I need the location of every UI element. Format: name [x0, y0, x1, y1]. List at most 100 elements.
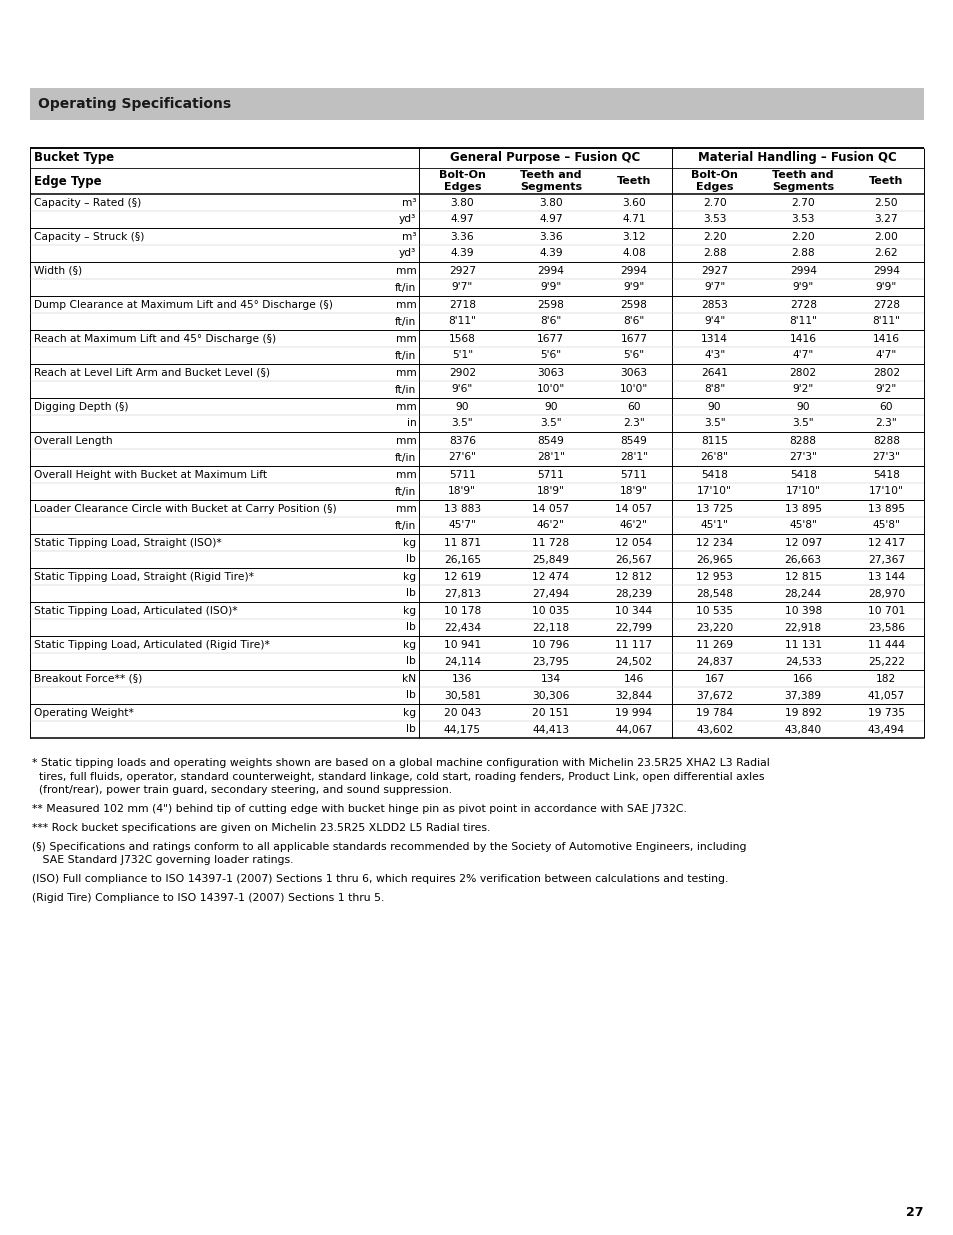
Text: 12 234: 12 234: [696, 537, 733, 547]
Text: 10 941: 10 941: [443, 640, 480, 650]
Text: 26,567: 26,567: [615, 555, 652, 564]
Text: 2.62: 2.62: [874, 248, 897, 258]
Text: 18'9": 18'9": [619, 487, 647, 496]
Text: 13 144: 13 144: [867, 572, 904, 582]
Text: 1568: 1568: [449, 333, 476, 343]
Text: 3.5": 3.5": [792, 419, 813, 429]
Text: 5711: 5711: [619, 469, 647, 479]
Text: 3.53: 3.53: [791, 215, 814, 225]
Text: mm: mm: [395, 300, 416, 310]
Text: 1416: 1416: [789, 333, 816, 343]
Text: 10'0": 10'0": [619, 384, 647, 394]
Text: 45'1": 45'1": [700, 520, 728, 531]
Text: 8549: 8549: [537, 436, 563, 446]
Text: ft/in: ft/in: [395, 351, 416, 361]
Text: 44,175: 44,175: [443, 725, 480, 735]
Text: 37,389: 37,389: [783, 690, 821, 700]
Text: 27: 27: [905, 1207, 923, 1219]
Text: Breakout Force** (§): Breakout Force** (§): [34, 673, 142, 683]
Text: mm: mm: [395, 401, 416, 411]
Text: 2.70: 2.70: [702, 198, 726, 207]
Text: 27,813: 27,813: [443, 589, 480, 599]
Text: 23,586: 23,586: [867, 622, 903, 632]
Text: lb: lb: [406, 622, 416, 632]
Text: 60: 60: [626, 401, 640, 411]
Text: 60: 60: [879, 401, 892, 411]
Text: 4'7": 4'7": [792, 351, 813, 361]
Text: 4.97: 4.97: [538, 215, 562, 225]
Text: 10'0": 10'0": [537, 384, 564, 394]
Text: mm: mm: [395, 436, 416, 446]
Text: mm: mm: [395, 469, 416, 479]
Text: 2994: 2994: [537, 266, 564, 275]
Text: 12 097: 12 097: [783, 537, 821, 547]
Text: lb: lb: [406, 657, 416, 667]
Text: lb: lb: [406, 589, 416, 599]
Text: 5418: 5418: [872, 469, 899, 479]
Text: 3063: 3063: [537, 368, 564, 378]
Text: * Static tipping loads and operating weights shown are based on a global machine: * Static tipping loads and operating wei…: [32, 758, 769, 768]
Text: mm: mm: [395, 266, 416, 275]
Text: 17'10": 17'10": [697, 487, 731, 496]
Text: 12 417: 12 417: [867, 537, 904, 547]
Text: 11 131: 11 131: [783, 640, 821, 650]
Text: 8376: 8376: [448, 436, 476, 446]
Text: 22,918: 22,918: [783, 622, 821, 632]
Text: Static Tipping Load, Straight (Rigid Tire)*: Static Tipping Load, Straight (Rigid Tir…: [34, 572, 253, 582]
Text: 90: 90: [543, 401, 558, 411]
Text: Bucket Type: Bucket Type: [34, 152, 114, 164]
Text: 27'3": 27'3": [871, 452, 900, 462]
Text: lb: lb: [406, 725, 416, 735]
Text: 2927: 2927: [700, 266, 727, 275]
Text: 43,840: 43,840: [783, 725, 821, 735]
Text: Teeth: Teeth: [617, 177, 651, 186]
Text: 27'3": 27'3": [788, 452, 817, 462]
Text: kg: kg: [403, 572, 416, 582]
Text: 4.97: 4.97: [450, 215, 474, 225]
Text: 8'6": 8'6": [539, 316, 561, 326]
Text: 3.12: 3.12: [621, 231, 645, 242]
Text: Static Tipping Load, Articulated (ISO)*: Static Tipping Load, Articulated (ISO)*: [34, 605, 237, 615]
Text: 27,367: 27,367: [867, 555, 904, 564]
Text: ft/in: ft/in: [395, 452, 416, 462]
Text: 2641: 2641: [700, 368, 727, 378]
Text: 9'4": 9'4": [703, 316, 724, 326]
Text: 3.5": 3.5": [451, 419, 473, 429]
Text: 1677: 1677: [537, 333, 564, 343]
Text: 4'7": 4'7": [875, 351, 896, 361]
Text: 10 178: 10 178: [443, 605, 480, 615]
Text: 9'6": 9'6": [451, 384, 473, 394]
Text: 5711: 5711: [537, 469, 563, 479]
Text: 8'11": 8'11": [448, 316, 476, 326]
Text: 22,799: 22,799: [615, 622, 652, 632]
Text: 2902: 2902: [448, 368, 476, 378]
Text: Loader Clearance Circle with Bucket at Carry Position (§): Loader Clearance Circle with Bucket at C…: [34, 504, 336, 514]
Text: Static Tipping Load, Articulated (Rigid Tire)*: Static Tipping Load, Articulated (Rigid …: [34, 640, 270, 650]
Text: 13 895: 13 895: [784, 504, 821, 514]
Text: 24,114: 24,114: [443, 657, 480, 667]
Text: 8'11": 8'11": [788, 316, 817, 326]
Text: 12 619: 12 619: [443, 572, 480, 582]
Text: 4'3": 4'3": [703, 351, 724, 361]
Text: 23,795: 23,795: [532, 657, 569, 667]
Text: 19 784: 19 784: [696, 708, 733, 718]
Text: lb: lb: [406, 690, 416, 700]
Text: ft/in: ft/in: [395, 283, 416, 293]
Text: 19 994: 19 994: [615, 708, 652, 718]
Text: 45'8": 45'8": [871, 520, 900, 531]
Text: 5711: 5711: [449, 469, 476, 479]
Text: 8288: 8288: [872, 436, 899, 446]
Text: 3.80: 3.80: [450, 198, 474, 207]
Text: 12 953: 12 953: [696, 572, 733, 582]
Text: 2994: 2994: [619, 266, 647, 275]
Text: (front/rear), power train guard, secondary steering, and sound suppression.: (front/rear), power train guard, seconda…: [32, 785, 452, 795]
Text: 3063: 3063: [619, 368, 647, 378]
Text: Operating Specifications: Operating Specifications: [38, 98, 231, 111]
Text: 166: 166: [792, 673, 813, 683]
Text: 8'8": 8'8": [703, 384, 724, 394]
Text: 136: 136: [452, 673, 472, 683]
Text: 8288: 8288: [789, 436, 816, 446]
Text: Overall Length: Overall Length: [34, 436, 112, 446]
Text: Bolt-On
Edges: Bolt-On Edges: [438, 170, 485, 191]
Text: 11 871: 11 871: [443, 537, 480, 547]
